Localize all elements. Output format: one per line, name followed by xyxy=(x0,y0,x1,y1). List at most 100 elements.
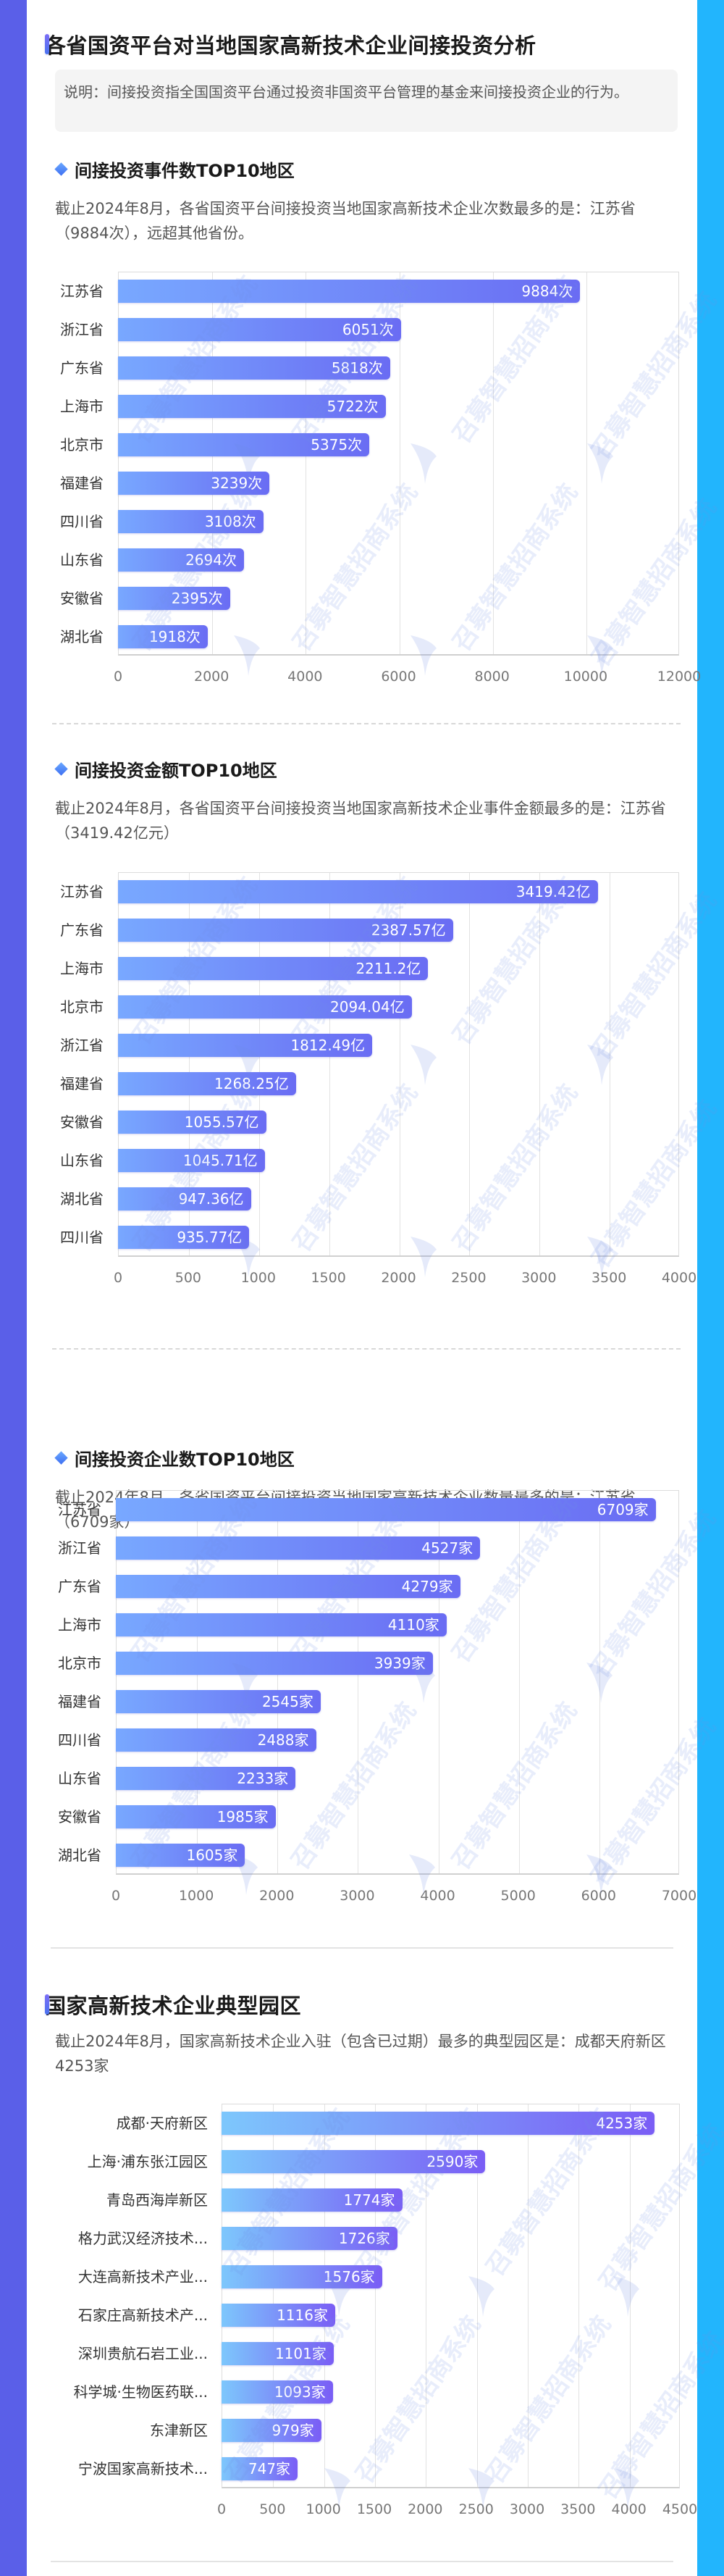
bar-value-label: 4527家 xyxy=(421,1539,473,1557)
gridline xyxy=(212,272,214,654)
bar[interactable]: 1812.49亿 xyxy=(118,1033,373,1057)
category-label: 福建省 xyxy=(60,474,104,492)
section-title-typical-parks: 国家高新技术企业典型园区 xyxy=(45,1992,301,2018)
bar-value-label: 935.77亿 xyxy=(177,1229,243,1247)
gridline xyxy=(599,1491,600,1873)
bar-value-label: 5722次 xyxy=(327,397,379,415)
category-label: 深圳贵航石岩工业... xyxy=(77,2345,208,2363)
bar[interactable]: 979家 xyxy=(222,2419,321,2443)
bar[interactable]: 1101家 xyxy=(222,2342,334,2366)
dashed-divider xyxy=(52,1348,681,1350)
bar[interactable]: 2233家 xyxy=(116,1767,296,1791)
bar[interactable]: 6051次 xyxy=(118,317,401,341)
bar-value-label: 5375次 xyxy=(311,435,363,453)
category-label: 江苏省 xyxy=(60,882,104,900)
bar-value-label: 947.36亿 xyxy=(178,1190,244,1208)
category-label: 大连高新技术产业... xyxy=(77,2267,208,2286)
bar[interactable]: 4253家 xyxy=(222,2111,655,2135)
bar-value-label: 3239次 xyxy=(211,474,263,492)
x-axis-tick-label: 7000 xyxy=(661,1888,697,1904)
bar-value-label: 1045.71亿 xyxy=(182,1152,258,1170)
bar[interactable]: 947.36亿 xyxy=(118,1187,251,1211)
category-label: 四川省 xyxy=(60,1229,104,1247)
bar[interactable]: 4527家 xyxy=(116,1536,481,1560)
category-label: 上海市 xyxy=(60,397,104,415)
bar[interactable]: 4279家 xyxy=(116,1574,460,1598)
gridline xyxy=(277,1491,279,1873)
x-axis-tick-label: 3000 xyxy=(509,2501,545,2517)
gridline xyxy=(578,2104,580,2487)
bar-value-label: 2211.2亿 xyxy=(355,959,421,977)
category-label: 石家庄高新技术产... xyxy=(77,2307,208,2325)
section-title-indirect-investment: 各省国资平台对当地国家高新技术企业间接投资分析 xyxy=(45,32,536,58)
category-label: 上海市 xyxy=(58,1615,101,1634)
category-label: 广东省 xyxy=(58,1577,101,1595)
gridline xyxy=(375,2104,376,2487)
gridline xyxy=(273,2104,274,2487)
bar[interactable]: 5722次 xyxy=(118,394,386,418)
bar[interactable]: 3239次 xyxy=(118,471,270,495)
bar[interactable]: 6709家 xyxy=(116,1497,656,1521)
bar[interactable]: 2694次 xyxy=(118,548,244,572)
bar[interactable]: 1268.25亿 xyxy=(118,1072,296,1096)
bar[interactable]: 2545家 xyxy=(116,1690,321,1714)
x-axis-tick-label: 4000 xyxy=(420,1888,455,1904)
bar-value-label: 2590家 xyxy=(426,2152,479,2170)
bar[interactable]: 1726家 xyxy=(222,2226,397,2250)
bar[interactable]: 1045.71亿 xyxy=(118,1149,265,1173)
bar[interactable]: 2094.04亿 xyxy=(118,995,412,1019)
gridline xyxy=(329,873,330,1255)
bar[interactable]: 1918次 xyxy=(118,624,208,648)
category-label: 浙江省 xyxy=(60,1036,104,1054)
bar[interactable]: 2395次 xyxy=(118,586,230,610)
bar[interactable]: 747家 xyxy=(222,2457,298,2481)
gridline xyxy=(324,2104,325,2487)
bar[interactable]: 9884次 xyxy=(118,279,581,303)
bar-value-label: 1812.49亿 xyxy=(290,1036,366,1054)
x-axis-tick-label: 2500 xyxy=(451,1270,487,1286)
bar-value-label: 6051次 xyxy=(342,320,394,338)
bar[interactable]: 5375次 xyxy=(118,432,370,456)
bar[interactable]: 5818次 xyxy=(118,356,390,380)
bar-value-label: 979家 xyxy=(272,2422,314,2440)
bar[interactable]: 1985家 xyxy=(116,1805,276,1829)
category-label: 上海市 xyxy=(60,959,104,977)
bar[interactable]: 1774家 xyxy=(222,2188,403,2212)
x-axis-tick-label: 2000 xyxy=(193,669,230,685)
bar[interactable]: 2590家 xyxy=(222,2149,486,2173)
category-label: 江苏省 xyxy=(58,1500,101,1518)
bar[interactable]: 3419.42亿 xyxy=(118,879,598,903)
category-label: 北京市 xyxy=(60,998,104,1016)
section-divider xyxy=(51,2561,673,2562)
bar-value-label: 3108次 xyxy=(204,512,256,530)
gridline xyxy=(539,873,541,1255)
x-axis-tick-label: 6000 xyxy=(381,669,416,685)
bar[interactable]: 3939家 xyxy=(116,1651,433,1675)
x-axis-tick-label: 3000 xyxy=(521,1270,557,1286)
category-label: 山东省 xyxy=(60,1152,104,1170)
bar[interactable]: 1093家 xyxy=(222,2380,333,2404)
bar[interactable]: 3108次 xyxy=(118,509,264,533)
bar[interactable]: 1116家 xyxy=(222,2304,335,2328)
bar[interactable]: 2211.2亿 xyxy=(118,956,429,980)
x-axis-tick-label: 4000 xyxy=(287,669,323,685)
bar-value-label: 1116家 xyxy=(277,2307,328,2325)
category-label: 江苏省 xyxy=(60,282,104,300)
gridline xyxy=(528,2104,529,2487)
x-axis-tick-label: 10000 xyxy=(563,669,608,685)
diamond-icon xyxy=(54,1450,68,1465)
explanation-note: 说明：间接投资指全国国资平台通过投资非国资平台管理的基金来间接投资企业的行为。 xyxy=(55,70,678,132)
bar[interactable]: 1055.57亿 xyxy=(118,1111,266,1134)
category-label: 湖北省 xyxy=(58,1847,101,1865)
title-accent-bar xyxy=(45,1994,49,2015)
bar[interactable]: 4110家 xyxy=(116,1613,447,1636)
bar[interactable]: 1605家 xyxy=(116,1844,245,1868)
subheading-text: 间接投资金额TOP10地区 xyxy=(75,760,277,781)
bar[interactable]: 935.77亿 xyxy=(118,1226,250,1250)
x-axis-tick-label: 5000 xyxy=(500,1888,536,1904)
bar[interactable]: 1576家 xyxy=(222,2265,382,2288)
bar-value-label: 3419.42亿 xyxy=(515,882,591,900)
description-event-count: 截止2024年8月，各省国资平台间接投资当地国家高新技术企业次数最多的是：江苏省… xyxy=(55,200,636,242)
bar[interactable]: 2488家 xyxy=(116,1728,316,1752)
bar[interactable]: 2387.57亿 xyxy=(118,918,453,942)
